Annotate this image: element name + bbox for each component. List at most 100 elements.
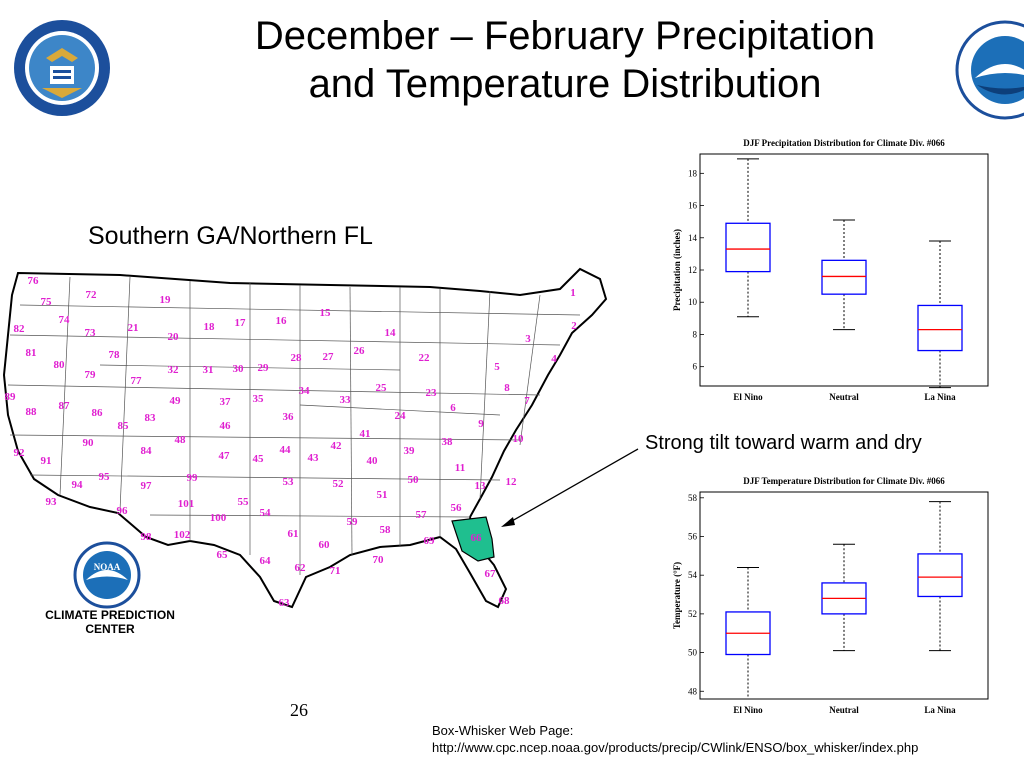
division-label-49: 49 xyxy=(170,395,182,407)
highlight-division-66 xyxy=(451,516,495,562)
temp-box-chart: DJF Temperature Distribution for Climate… xyxy=(668,470,1003,725)
division-label-41: 41 xyxy=(360,428,371,440)
division-label-100: 100 xyxy=(210,512,227,524)
division-border xyxy=(9,334,561,346)
source-text: Box-Whisker Web Page: http://www.cpc.nce… xyxy=(432,722,918,756)
division-label-30: 30 xyxy=(233,363,245,375)
division-label-91: 91 xyxy=(41,455,52,467)
division-label-6: 6 xyxy=(450,402,456,414)
x-category-label: Neutral xyxy=(829,705,859,715)
division-label-50: 50 xyxy=(408,474,420,486)
y-tick-label: 10 xyxy=(688,297,698,307)
division-label-19: 19 xyxy=(160,294,172,306)
x-category-label: La Nina xyxy=(924,392,956,402)
division-label-16: 16 xyxy=(276,315,288,327)
y-tick-label: 6 xyxy=(693,362,698,372)
y-tick-label: 48 xyxy=(688,686,698,696)
division-label-62: 62 xyxy=(295,562,307,574)
chart-title: DJF Temperature Distribution for Climate… xyxy=(743,476,945,486)
division-label-63: 63 xyxy=(279,597,291,609)
division-label-39: 39 xyxy=(404,445,416,457)
division-label-8: 8 xyxy=(504,382,510,394)
title-line-2: and Temperature Distribution xyxy=(308,62,822,106)
division-label-10: 10 xyxy=(513,433,525,445)
noaa-seal-logo xyxy=(955,20,1024,120)
division-border xyxy=(149,514,471,518)
division-label-38: 38 xyxy=(442,436,454,448)
x-category-label: El Nino xyxy=(733,392,763,402)
division-label-102: 102 xyxy=(174,529,191,541)
division-label-64: 64 xyxy=(260,555,272,567)
division-label-82: 82 xyxy=(14,323,26,335)
division-label-61: 61 xyxy=(288,528,299,540)
division-label-95: 95 xyxy=(99,471,111,483)
division-label-101: 101 xyxy=(178,498,195,510)
division-label-13: 13 xyxy=(475,480,487,492)
y-tick-label: 50 xyxy=(688,648,698,658)
division-label-99: 99 xyxy=(187,472,199,484)
division-label-79: 79 xyxy=(85,369,97,381)
division-label-67: 67 xyxy=(485,568,497,580)
division-label-89: 89 xyxy=(5,391,17,403)
division-label-87: 87 xyxy=(59,400,71,412)
division-label-24: 24 xyxy=(395,410,407,422)
division-label-22: 22 xyxy=(419,352,431,364)
source-url[interactable]: http://www.cpc.ncep.noaa.gov/products/pr… xyxy=(432,740,919,755)
division-label-33: 33 xyxy=(340,394,352,406)
y-tick-label: 14 xyxy=(688,233,698,243)
division-label-1: 1 xyxy=(570,287,576,299)
division-label-86: 86 xyxy=(92,407,104,419)
division-label-92: 92 xyxy=(14,447,26,459)
division-label-52: 52 xyxy=(333,478,345,490)
commerce-seal-logo xyxy=(12,18,112,118)
y-tick-label: 8 xyxy=(693,329,698,339)
division-border xyxy=(299,404,501,416)
division-label-98: 98 xyxy=(141,531,153,543)
y-tick-label: 16 xyxy=(688,201,698,211)
box-la-nina xyxy=(917,553,963,598)
division-label-14: 14 xyxy=(385,327,397,339)
division-label-88: 88 xyxy=(26,406,38,418)
division-border xyxy=(479,290,491,500)
division-label-56: 56 xyxy=(451,502,463,514)
division-border xyxy=(19,304,581,316)
division-label-15: 15 xyxy=(320,307,332,319)
y-tick-label: 52 xyxy=(688,609,697,619)
division-label-65: 65 xyxy=(217,549,229,561)
page-number: 26 xyxy=(290,700,308,720)
division-border xyxy=(349,286,353,556)
division-label-66: 66 xyxy=(471,532,483,544)
division-label-96: 96 xyxy=(117,505,129,517)
division-label-78: 78 xyxy=(109,349,121,361)
division-label-20: 20 xyxy=(168,331,180,343)
y-axis-label: Temperature (°F) xyxy=(672,562,682,629)
x-category-label: El Nino xyxy=(733,705,763,715)
division-label-4: 4 xyxy=(551,353,557,365)
tilt-annotation: Strong tilt toward warm and dry xyxy=(645,432,922,454)
precip-box-chart: DJF Precipitation Distribution for Clima… xyxy=(668,132,1003,412)
cpc-line-2: CENTER xyxy=(85,622,135,636)
division-label-74: 74 xyxy=(59,314,71,326)
noaa-text: NOAA xyxy=(94,562,121,572)
division-label-47: 47 xyxy=(219,450,231,462)
division-label-7: 7 xyxy=(524,395,530,407)
division-label-11: 11 xyxy=(455,462,465,474)
division-label-72: 72 xyxy=(86,289,98,301)
division-label-18: 18 xyxy=(204,321,216,333)
division-label-58: 58 xyxy=(380,524,392,536)
division-label-59: 59 xyxy=(347,516,359,528)
division-label-57: 57 xyxy=(416,509,428,521)
division-label-12: 12 xyxy=(506,476,518,488)
division-label-77: 77 xyxy=(131,375,143,387)
division-label-70: 70 xyxy=(373,554,385,566)
division-label-35: 35 xyxy=(253,393,265,405)
division-label-27: 27 xyxy=(323,351,335,363)
division-label-43: 43 xyxy=(308,452,320,464)
division-label-23: 23 xyxy=(426,387,438,399)
division-label-84: 84 xyxy=(141,445,153,457)
division-label-73: 73 xyxy=(85,327,97,339)
cpc-label: CLIMATE PREDICTION CENTER xyxy=(30,608,190,636)
division-border xyxy=(9,434,521,441)
y-tick-label: 18 xyxy=(688,168,698,178)
division-label-2: 2 xyxy=(571,320,577,332)
